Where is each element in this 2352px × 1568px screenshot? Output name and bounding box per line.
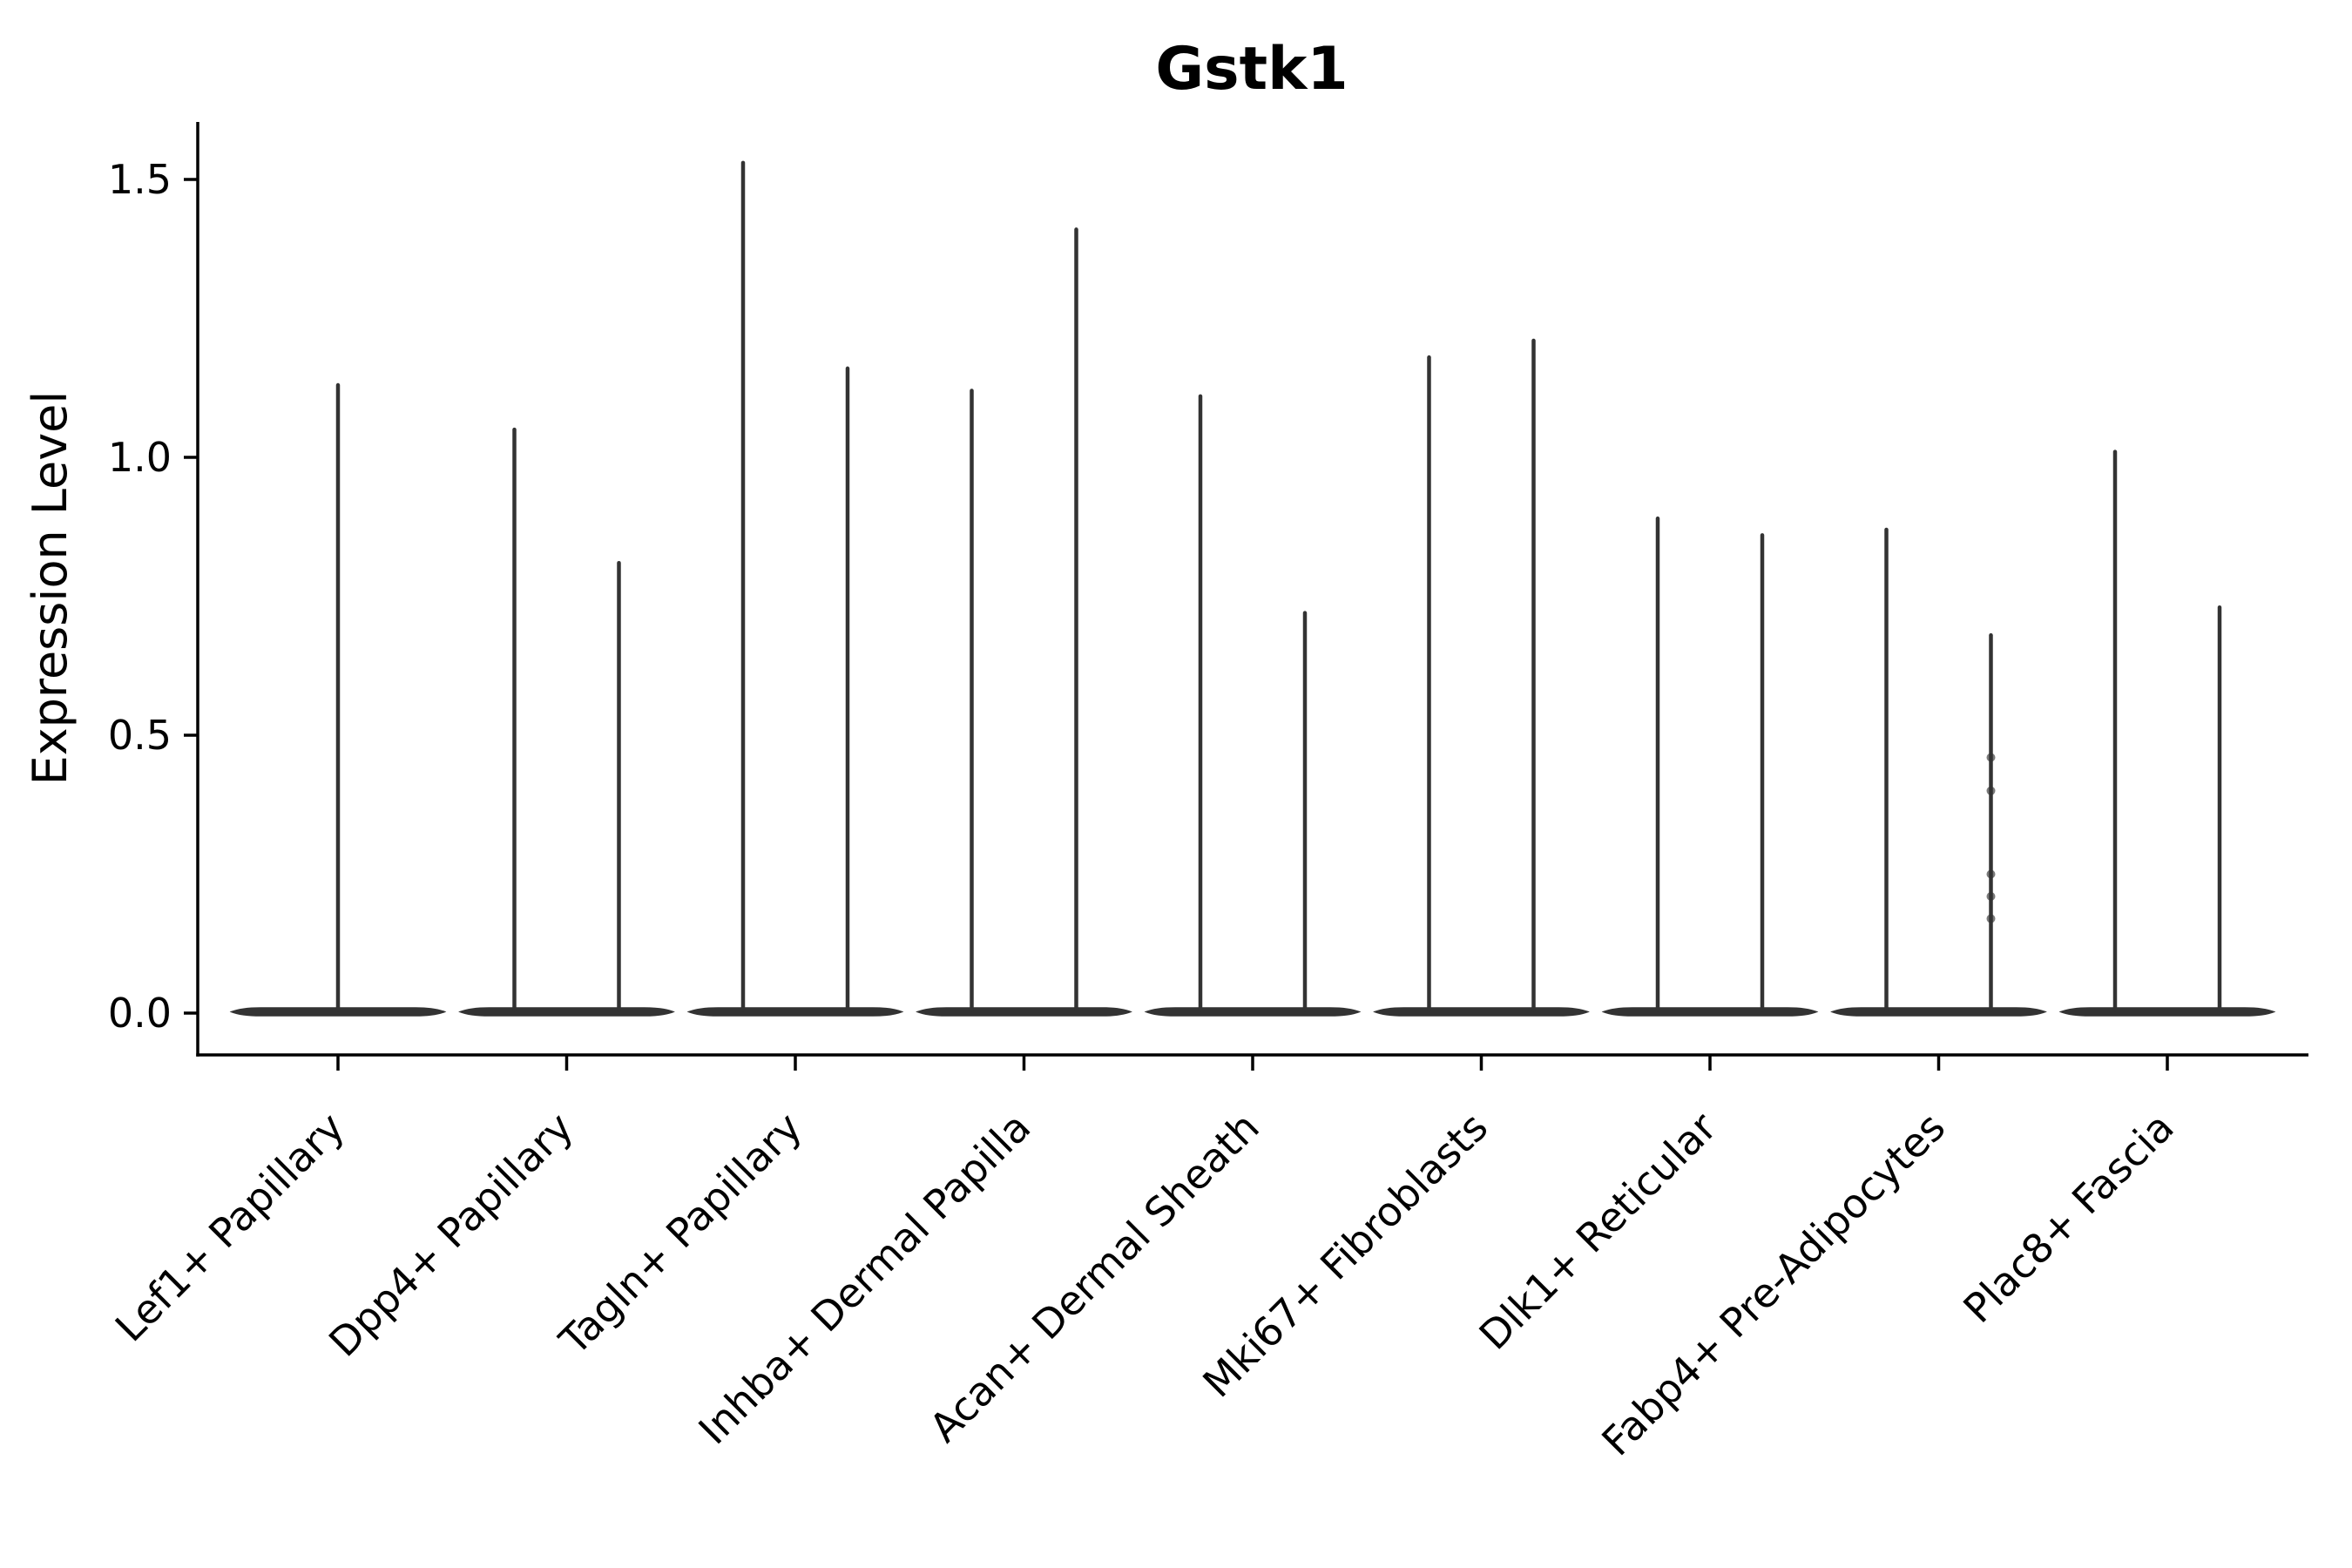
expression-point [1986, 753, 1996, 762]
violin-category [2058, 449, 2276, 1017]
expression-point [1986, 914, 1996, 923]
expression-point [1986, 786, 1996, 795]
y-axis-label: Expression Level [23, 391, 78, 786]
violin-base [1830, 1007, 2047, 1017]
violin-base [916, 1007, 1132, 1017]
y-tick-label: 0.0 [108, 990, 172, 1037]
violin-category [1373, 338, 1590, 1017]
violin-category [1144, 394, 1362, 1017]
violin-base [458, 1007, 675, 1017]
violin-category [1830, 527, 2047, 1017]
violin-base [1373, 1007, 1590, 1017]
y-tick-label: 0.5 [108, 712, 172, 759]
violin-base [1144, 1007, 1362, 1017]
expression-point [1986, 892, 1996, 902]
violin-category [686, 160, 904, 1017]
y-tick-label: 1.5 [108, 156, 172, 203]
violin-base [2058, 1007, 2276, 1017]
violin-category [916, 227, 1132, 1017]
chart-title: Gstk1 [1155, 35, 1348, 104]
violin-base [686, 1007, 904, 1017]
y-tick-label: 1.0 [108, 434, 172, 481]
violin-base [1601, 1007, 1819, 1017]
violins-group [229, 160, 2276, 1017]
expression-point [1986, 869, 1996, 879]
violin-category [229, 382, 447, 1017]
violin-category [1601, 516, 1819, 1017]
violin-category [458, 427, 675, 1017]
